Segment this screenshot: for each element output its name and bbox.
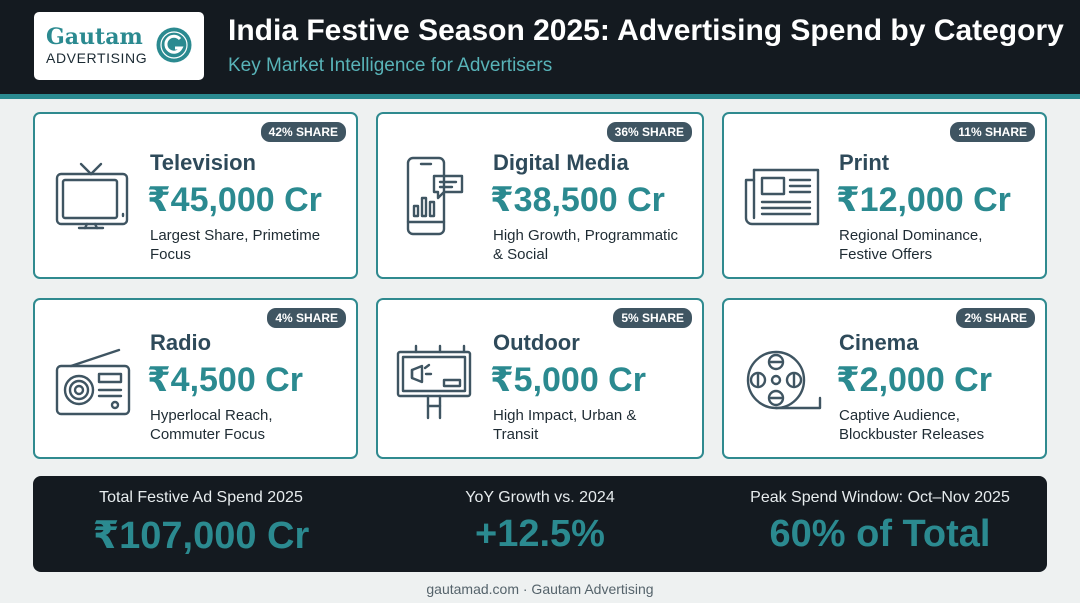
stat-value: 60% of Total: [769, 513, 991, 555]
description-line-1: High Growth, Programmatic: [493, 227, 679, 244]
page-subtitle: Key Market Intelligence for Advertisers: [228, 55, 553, 76]
footer-credit: gautamad.com · Gautam Advertising: [426, 581, 654, 597]
category-name: Digital Media: [493, 150, 629, 175]
description-line-1: Captive Audience,: [839, 407, 960, 424]
stat-label: YoY Growth vs. 2024: [465, 489, 615, 506]
stat-label: Total Festive Ad Spend 2025: [99, 489, 303, 506]
description-line-2: & Social: [493, 246, 549, 263]
description-line-1: Hyperlocal Reach,: [150, 407, 273, 424]
share-badge: 36% SHARE: [606, 122, 692, 142]
share-badge: 4% SHARE: [267, 308, 346, 328]
stat-yoy-growth: YoY Growth vs. 2024 +12.5%: [410, 476, 670, 556]
logo: Gautam ADVERTISING: [34, 12, 204, 80]
description-line-2: Blockbuster Releases: [839, 426, 985, 443]
film-reel-icon: [746, 350, 822, 410]
category-spend: ₹38,500 Cr: [490, 181, 665, 219]
stat-peak-window: Peak Spend Window: Oct–Nov 2025 60% of T…: [730, 476, 1030, 556]
category-spend: ₹12,000 Cr: [836, 181, 1011, 219]
logo-word: Gautam: [46, 24, 143, 50]
logo-seal-icon: [156, 27, 192, 63]
description-line-2: Focus: [150, 246, 191, 263]
stat-value: ₹107,000 Cr: [92, 515, 310, 557]
category-name: Cinema: [839, 330, 919, 355]
category-description: Regional Dominance, Festive Offers: [839, 226, 982, 264]
radio-icon: [55, 348, 131, 416]
category-card-cinema: 2% SHARE Cinema ₹2,000 Cr Captive Audien…: [722, 298, 1047, 459]
description-line-2: Festive Offers: [839, 246, 933, 263]
category-description: Captive Audience, Blockbuster Releases: [839, 406, 984, 444]
category-card-outdoor: 5% SHARE Outdoor ₹5,000 Cr High Impact, …: [376, 298, 704, 459]
description-line-1: Largest Share, Primetime: [150, 227, 321, 244]
share-badge: 5% SHARE: [613, 308, 692, 328]
description-line-1: Regional Dominance,: [839, 227, 983, 244]
description-line-1: High Impact, Urban &: [493, 407, 637, 424]
description-line-2: Transit: [493, 426, 539, 443]
summary-panel: Total Festive Ad Spend 2025 ₹107,000 Cr …: [33, 476, 1047, 572]
category-name: Print: [839, 150, 890, 175]
billboard-icon: [396, 344, 472, 420]
stat-value: +12.5%: [475, 513, 605, 555]
stat-total-spend: Total Festive Ad Spend 2025 ₹107,000 Cr: [71, 476, 331, 558]
category-spend: ₹2,000 Cr: [836, 361, 992, 399]
category-spend: ₹5,000 Cr: [490, 361, 646, 399]
category-card-print: 11% SHARE Print ₹12,000 Cr Regional Domi…: [722, 112, 1047, 279]
category-description: Hyperlocal Reach, Commuter Focus: [150, 406, 273, 444]
category-card-television: 42% SHARE Television ₹45,000 Cr Largest …: [33, 112, 358, 279]
category-description: High Impact, Urban & Transit: [493, 406, 636, 444]
category-card-radio: 4% SHARE Radio ₹4,500 Cr Hyperlocal Reac…: [33, 298, 358, 459]
category-spend: ₹45,000 Cr: [147, 181, 322, 219]
newspaper-icon: [744, 168, 820, 226]
category-name: Television: [150, 150, 256, 175]
page-title: India Festive Season 2025: Advertising S…: [228, 14, 1064, 47]
header-accent-stripe: [0, 94, 1080, 99]
category-description: Largest Share, Primetime Focus: [150, 226, 320, 264]
share-badge: 2% SHARE: [956, 308, 1035, 328]
category-name: Outdoor: [493, 330, 580, 355]
share-badge: 42% SHARE: [260, 122, 346, 142]
category-spend: ₹4,500 Cr: [147, 361, 303, 399]
stat-label: Peak Spend Window: Oct–Nov 2025: [750, 489, 1010, 506]
logo-subtitle: ADVERTISING: [46, 50, 148, 66]
category-card-digital-media: 36% SHARE Digital Media ₹38,500 Cr High …: [376, 112, 704, 279]
category-name: Radio: [150, 330, 212, 355]
television-icon: [55, 162, 129, 230]
smartphone-chart-icon: [406, 156, 464, 236]
category-description: High Growth, Programmatic & Social: [493, 226, 678, 264]
description-line-2: Commuter Focus: [150, 426, 266, 443]
share-badge: 11% SHARE: [950, 122, 1035, 142]
